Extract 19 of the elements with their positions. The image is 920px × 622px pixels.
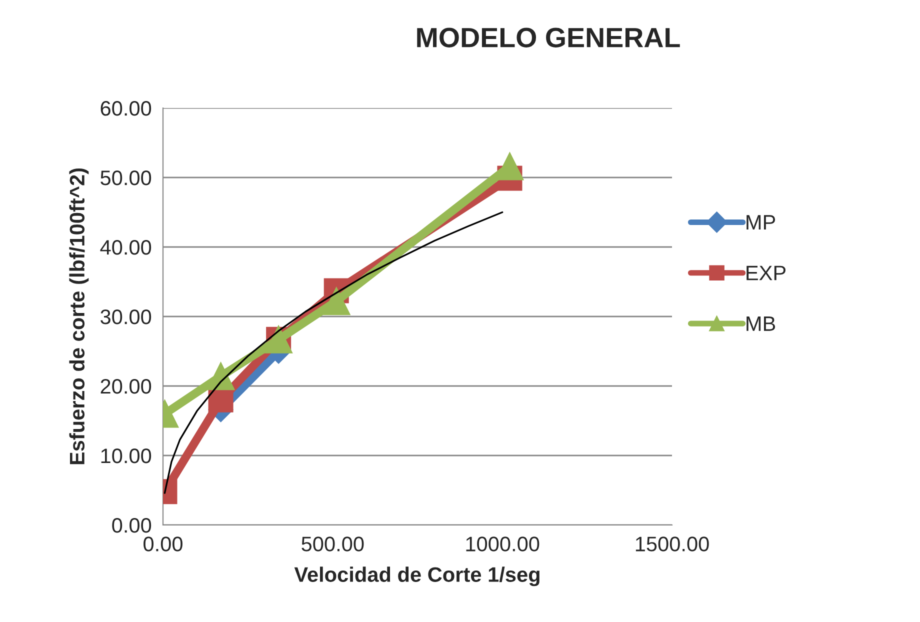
y-tick-label: 10.00 [101, 448, 152, 464]
x-tick-label: 1500.00 [636, 536, 709, 552]
x-axis-title: Velocidad de Corte 1/seg [294, 566, 540, 586]
x-tick-label: 0.00 [144, 536, 182, 552]
legend-label: MB [746, 316, 776, 331]
x-tick-label: 500.00 [302, 536, 364, 552]
y-tick-label: 50.00 [100, 170, 152, 186]
chart-title: MODELO GENERAL [417, 28, 680, 48]
legend-label: MP [746, 215, 776, 230]
point [206, 362, 235, 390]
y-tick-label: 20.00 [100, 379, 152, 394]
point [322, 287, 350, 316]
y-tick-label: 30.00 [100, 310, 152, 324]
y-axis-title: Esfuerzo de corte (lbf/100ft^2) [69, 168, 89, 464]
y-tick-label: 40.00 [100, 240, 152, 255]
y-tick-label: 0.00 [112, 518, 152, 533]
y-tick-label: 60.00 [100, 101, 152, 116]
x-tick-label: 1000.00 [466, 536, 540, 552]
legend-label: EXP [746, 266, 786, 280]
